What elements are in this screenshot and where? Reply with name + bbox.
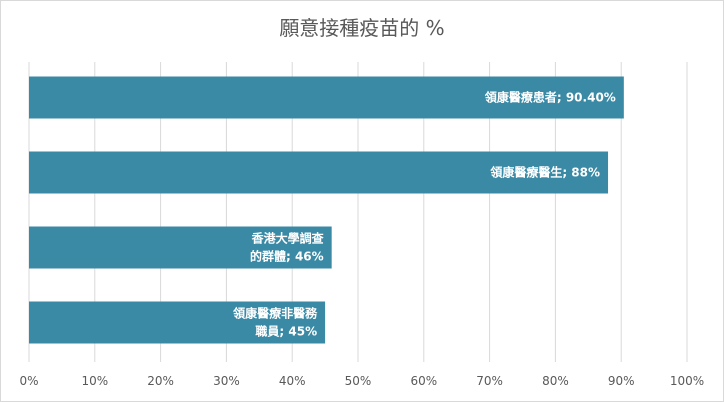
x-tick-label: 0% bbox=[19, 374, 38, 388]
x-tick-label: 10% bbox=[81, 374, 108, 388]
x-tick-label: 100% bbox=[670, 374, 704, 388]
bar bbox=[29, 301, 326, 344]
x-tick-label: 90% bbox=[608, 374, 635, 388]
bar-data-label: 的群體; 46% bbox=[250, 249, 324, 264]
x-tick-label: 40% bbox=[279, 374, 306, 388]
x-tick-label: 80% bbox=[542, 374, 569, 388]
x-tick-label: 60% bbox=[410, 374, 437, 388]
x-tick-label: 30% bbox=[213, 374, 240, 388]
bar-data-label: 領康醫療非醫務 bbox=[232, 306, 318, 321]
bar-data-label: 職員; 45% bbox=[255, 324, 317, 339]
x-tick-label: 20% bbox=[147, 374, 174, 388]
bar-data-label: 香港大學調查 bbox=[251, 231, 325, 246]
bar-data-label: 領康醫療患者; 90.40% bbox=[484, 90, 616, 105]
bar-data-label: 領康醫療醫生; 88% bbox=[489, 165, 600, 180]
bar bbox=[29, 76, 624, 119]
bar bbox=[29, 226, 332, 269]
x-tick-label: 50% bbox=[345, 374, 372, 388]
bar bbox=[29, 151, 609, 194]
x-tick-label: 70% bbox=[476, 374, 503, 388]
chart-title: 願意接種疫苗的 % bbox=[279, 16, 445, 40]
